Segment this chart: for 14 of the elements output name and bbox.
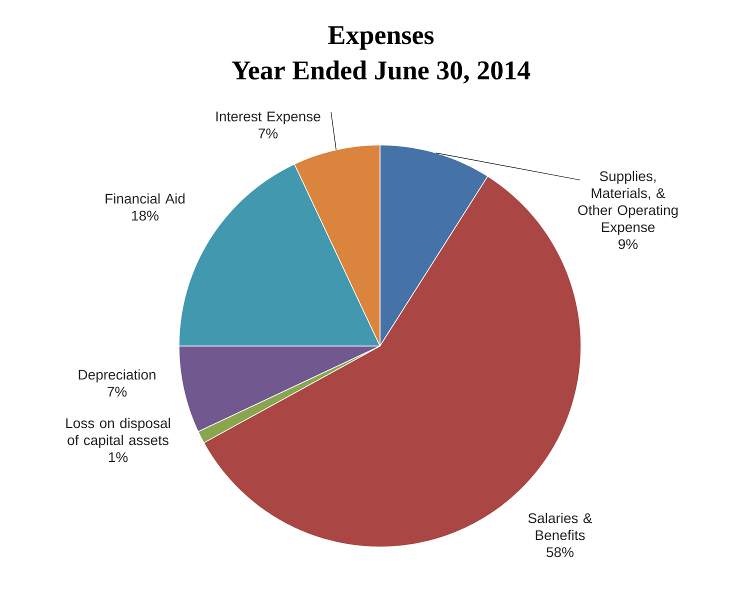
chart-title: Expenses (328, 26, 434, 50)
slice-label: Interest Expense (216, 112, 320, 124)
data-label: 7% (108, 386, 127, 397)
slice-label: Loss on disposal of capital assets (66, 418, 170, 448)
data-label: 18% (132, 210, 159, 221)
data-label: 7% (258, 128, 278, 138)
data-label: 58% (546, 547, 574, 558)
slice-label: Financial Aid (106, 193, 185, 204)
data-label: 9% (618, 239, 638, 250)
slice-label: Depreciation (78, 369, 156, 382)
slice-label: Supplies, Materials, & Other Operating Expense (578, 170, 678, 235)
chart-subtitle: Year Ended June 30, 2014 (232, 60, 530, 84)
data-label: 1% (108, 452, 128, 462)
slice-label: Salaries & Benefits (528, 512, 592, 540)
